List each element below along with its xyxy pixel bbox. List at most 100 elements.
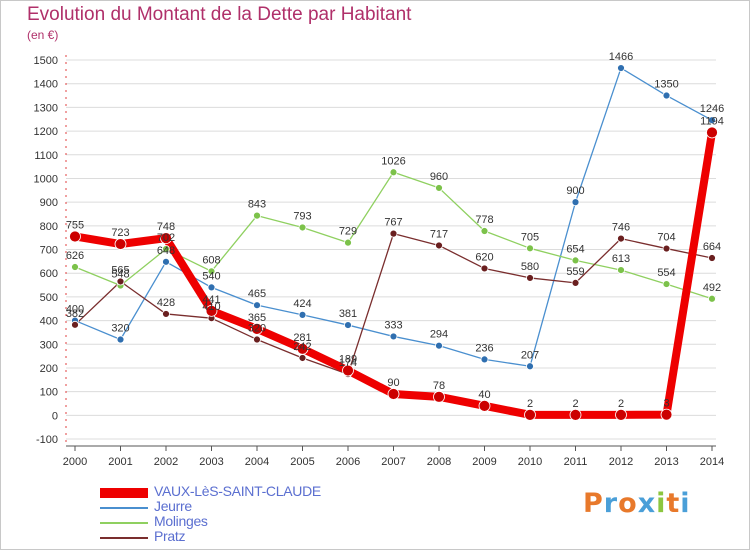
data-label: 626 (66, 250, 84, 262)
legend-swatch (100, 507, 148, 509)
logo-letter: r (603, 488, 619, 519)
data-label: 189 (339, 354, 357, 366)
y-tick-label: 1000 (34, 173, 58, 185)
data-label: 242 (293, 341, 311, 353)
data-point (569, 408, 582, 421)
data-label: 548 (111, 269, 129, 281)
data-point (435, 184, 443, 192)
data-label: 613 (612, 253, 630, 265)
data-label: 565 (111, 264, 129, 276)
data-point (114, 238, 127, 250)
data-label: 717 (430, 228, 448, 240)
y-tick-label: 1400 (34, 79, 58, 91)
logo-letter: t (666, 488, 681, 519)
legend-label: VAUX-LèS-SAINT-CLAUDE (154, 483, 321, 499)
data-point (480, 355, 489, 364)
x-tick-label: 2005 (290, 456, 314, 468)
data-point (296, 342, 309, 355)
y-tick-label: 400 (40, 316, 58, 328)
chart-unit-label: (en €) (27, 28, 59, 42)
data-point (207, 267, 216, 276)
data-label: 465 (248, 288, 266, 300)
data-label: 559 (566, 266, 584, 278)
data-label: 540 (202, 270, 220, 282)
y-tick-label: 1100 (34, 150, 58, 162)
legend-swatch (100, 537, 148, 539)
legend-label: Pratz (154, 528, 186, 544)
data-point (71, 320, 79, 329)
data-label: 580 (521, 261, 539, 273)
y-tick-label: 600 (40, 268, 58, 280)
x-tick-label: 2001 (108, 456, 132, 468)
y-tick-label: 500 (40, 292, 58, 304)
data-point (615, 408, 627, 421)
data-label: 729 (339, 226, 357, 238)
data-point (478, 399, 491, 412)
data-label: 365 (248, 312, 266, 324)
data-label: 410 (202, 301, 220, 313)
data-point (116, 335, 125, 344)
data-label: 900 (566, 185, 584, 197)
data-point (253, 301, 261, 310)
x-tick-label: 2003 (199, 456, 223, 468)
data-point (526, 362, 534, 371)
data-point (160, 232, 172, 245)
legend-swatch (100, 488, 148, 498)
data-point (387, 388, 400, 400)
data-label: 608 (202, 254, 220, 266)
data-label: 400 (66, 304, 84, 316)
x-tick-label: 2013 (654, 456, 678, 468)
data-point (298, 354, 307, 362)
data-point (69, 230, 81, 243)
data-point (389, 168, 398, 177)
data-label: 793 (293, 210, 311, 222)
legend-label: Molinges (154, 513, 208, 529)
data-point (344, 321, 352, 329)
data-label: 723 (111, 227, 129, 239)
data-point (526, 244, 534, 253)
data-point (571, 198, 580, 207)
y-tick-label: 100 (40, 387, 58, 399)
data-label: 320 (111, 323, 129, 335)
data-point (435, 241, 443, 250)
data-point (433, 390, 445, 403)
data-label: 748 (157, 221, 175, 233)
x-tick-label: 2011 (564, 456, 588, 468)
data-label: 174 (339, 357, 357, 369)
data-point (251, 322, 263, 335)
data-label: 441 (202, 294, 220, 306)
y-tick-label: 800 (40, 221, 58, 233)
data-point (662, 280, 671, 288)
data-point (344, 238, 352, 247)
data-label: 3 (663, 398, 669, 410)
y-tick-label: 0 (52, 410, 58, 422)
data-point (389, 332, 398, 341)
data-label: 428 (157, 297, 175, 309)
data-label: 704 (657, 232, 675, 244)
y-tick-label: 300 (40, 339, 58, 351)
data-label: 554 (657, 267, 675, 279)
data-point (617, 234, 625, 243)
data-label: 702 (157, 232, 175, 244)
legend-swatch (100, 522, 148, 524)
data-label: 333 (384, 319, 402, 331)
x-tick-label: 2006 (336, 456, 360, 468)
data-label: 648 (157, 245, 175, 257)
data-point (205, 304, 218, 317)
data-point (617, 266, 625, 275)
data-point (162, 310, 170, 318)
data-label: 40 (478, 389, 490, 401)
x-tick-label: 2014 (700, 456, 724, 468)
y-tick-label: 200 (40, 363, 58, 375)
data-label: 78 (433, 380, 445, 392)
logo-letter: o (618, 488, 638, 519)
data-label: 778 (475, 214, 493, 226)
x-tick-label: 2004 (245, 456, 269, 468)
x-tick-label: 2002 (154, 456, 178, 468)
data-point (298, 223, 307, 232)
data-point (116, 277, 125, 286)
data-label: 767 (384, 217, 402, 229)
data-point (162, 257, 170, 266)
logo-letter: i (680, 488, 691, 519)
